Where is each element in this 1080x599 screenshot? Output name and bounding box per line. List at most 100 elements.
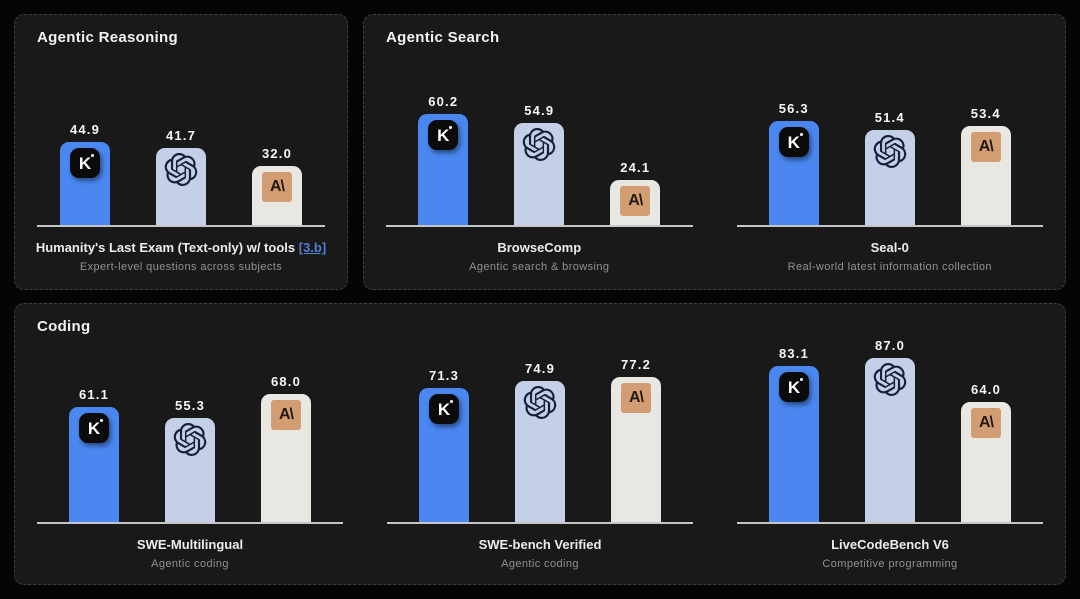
bar-value-label: 55.3 [174, 398, 206, 413]
kimi-k-glyph: K [437, 399, 451, 419]
bar-kimi: K [768, 121, 819, 225]
bars-plot-area: 61.1 K 55.3 68.0 A\ [37, 336, 343, 524]
bar-value-label: 44.9 [69, 122, 101, 137]
bar-value-label: 54.9 [524, 103, 555, 118]
bar-value-label: 71.3 [428, 368, 460, 383]
chart-livecodebench-v6: 83.1 K 87.0 64.0 A\ LiveCodeBench V6 Competiti… [715, 336, 1065, 575]
reference-link[interactable]: [3.b] [298, 240, 327, 255]
bar-openai [156, 148, 206, 225]
chart-subtitle: Real-world latest information collection [787, 261, 992, 273]
bar-group-anthropic: 68.0 A\ [261, 374, 311, 522]
chart-title-text: Humanity's Last Exam (Text-only) w/ tool… [35, 240, 296, 255]
kimi-dot [450, 400, 453, 403]
chart-swe-multilingual: 61.1 K 55.3 68.0 A\ SWE-Multilingual Agentic c… [15, 336, 365, 575]
kimi-logo-icon: K [79, 413, 109, 443]
anthropic-a-slash-glyph: A\ [978, 138, 994, 155]
bar-anthropic: A\ [611, 377, 661, 522]
panel-agentic-search: Agentic Search 60.2 K 54.9 24.1 A\ BrowseComp A… [363, 14, 1066, 290]
anthropic-logo-icon: A\ [621, 383, 651, 413]
bars-plot-area: 44.9 K 41.7 32.0 A\ [37, 47, 325, 227]
kimi-dot [799, 133, 803, 136]
chart-title: Humanity's Last Exam (Text-only) w/ tool… [15, 240, 347, 256]
bars-plot-area: 71.3 K 74.9 77.2 A\ [387, 336, 693, 524]
bars-plot-area: 60.2 K 54.9 24.1 A\ [386, 47, 693, 227]
chart-subtitle: Competitive programming [822, 558, 958, 570]
panel-title: Agentic Search [386, 29, 500, 46]
anthropic-a-slash-glyph: A\ [979, 414, 994, 431]
anthropic-logo-icon: A\ [262, 172, 292, 202]
bar-group-anthropic: 24.1 A\ [610, 160, 661, 225]
anthropic-logo-icon: A\ [620, 186, 651, 216]
bar-group-anthropic: 64.0 A\ [961, 382, 1011, 522]
chart-title: SWE-Multilingual [15, 537, 365, 553]
bar-group-openai: 51.4 [864, 110, 915, 225]
bar-kimi: K [69, 407, 119, 522]
bar-group-kimi: 71.3 K [419, 368, 469, 522]
bar-openai [165, 418, 215, 522]
bar-group-openai: 41.7 [156, 128, 206, 225]
anthropic-logo-icon: A\ [971, 408, 1001, 438]
kimi-k-glyph: K [87, 418, 101, 438]
charts-area: 61.1 K 55.3 68.0 A\ SWE-Multilingual Agentic c… [15, 336, 1065, 575]
anthropic-logo-icon: A\ [271, 400, 301, 430]
bar-value-label: 61.1 [78, 387, 110, 402]
chart-title-text: Seal-0 [870, 240, 909, 255]
bar-value-label: 41.7 [165, 128, 197, 143]
bar-value-label: 83.1 [778, 346, 810, 361]
chart-title-text: BrowseComp [497, 240, 582, 255]
kimi-logo-icon: K [778, 127, 809, 157]
chart-title-text: LiveCodeBench V6 [831, 537, 949, 552]
chart-swe-bench-verified: 71.3 K 74.9 77.2 A\ SWE-bench Verified Agentic… [365, 336, 715, 575]
bar-value-label: 56.3 [778, 101, 809, 116]
bar-value-label: 53.4 [970, 106, 1001, 121]
kimi-k-glyph: K [437, 125, 450, 145]
bar-kimi: K [418, 114, 469, 225]
chart-title-text: SWE-bench Verified [478, 537, 602, 552]
bars-plot-area: 56.3 K 51.4 53.4 A\ [736, 47, 1043, 227]
openai-logo-icon [173, 423, 207, 456]
panel-coding: Coding 61.1 K 55.3 68.0 A\ SWE-Multilingual Age… [14, 303, 1066, 585]
anthropic-a-slash-glyph: A\ [279, 406, 294, 423]
kimi-k-glyph: K [787, 132, 800, 152]
chart-title-text: SWE-Multilingual [136, 537, 244, 552]
bar-kimi: K [419, 388, 469, 522]
bar-group-kimi: 56.3 K [768, 101, 819, 225]
charts-area: 44.9 K 41.7 32.0 A\ Humanity's Last Exam (Tex… [15, 47, 347, 278]
bar-value-label: 51.4 [874, 110, 905, 125]
bar-value-label: 60.2 [428, 94, 459, 109]
chart-subtitle: Agentic coding [151, 558, 229, 570]
kimi-logo-icon: K [428, 120, 459, 150]
bar-value-label: 77.2 [620, 357, 652, 372]
panel-title: Agentic Reasoning [37, 29, 178, 46]
bar-group-openai: 55.3 [165, 398, 215, 522]
bar-anthropic: A\ [610, 180, 661, 225]
panel-agentic-reasoning: Agentic Reasoning 44.9 K 41.7 32.0 A\ Humanity… [14, 14, 348, 290]
bar-anthropic: A\ [252, 166, 302, 225]
anthropic-a-slash-glyph: A\ [629, 389, 644, 406]
chart-humanity-s-last-exam-text-only-w-tools: 44.9 K 41.7 32.0 A\ Humanity's Last Exam (Tex… [15, 47, 347, 278]
kimi-dot [800, 378, 803, 381]
anthropic-a-slash-glyph: A\ [270, 178, 285, 195]
bar-anthropic: A\ [961, 402, 1011, 522]
bar-group-kimi: 83.1 K [769, 346, 819, 522]
bar-anthropic: A\ [261, 394, 311, 522]
openai-logo-icon [164, 153, 198, 186]
kimi-logo-icon: K [429, 394, 459, 424]
bar-group-anthropic: 32.0 A\ [252, 146, 302, 225]
openai-logo-icon [523, 386, 557, 419]
bar-openai [514, 123, 565, 225]
bar-group-kimi: 44.9 K [60, 122, 110, 225]
chart-subtitle: Agentic search & browsing [469, 261, 610, 273]
charts-area: 60.2 K 54.9 24.1 A\ BrowseComp Agentic search … [364, 47, 1065, 278]
kimi-k-glyph: K [78, 153, 92, 173]
bar-group-kimi: 61.1 K [69, 387, 119, 522]
bars-plot-area: 83.1 K 87.0 64.0 A\ [737, 336, 1043, 524]
bar-openai [515, 381, 565, 522]
top-row: Agentic Reasoning 44.9 K 41.7 32.0 A\ Humanity… [14, 14, 1066, 290]
kimi-k-glyph: K [787, 377, 801, 397]
bar-group-anthropic: 53.4 A\ [960, 106, 1011, 225]
bar-group-openai: 74.9 [515, 361, 565, 522]
kimi-logo-icon: K [779, 372, 809, 402]
bar-openai [865, 358, 915, 522]
